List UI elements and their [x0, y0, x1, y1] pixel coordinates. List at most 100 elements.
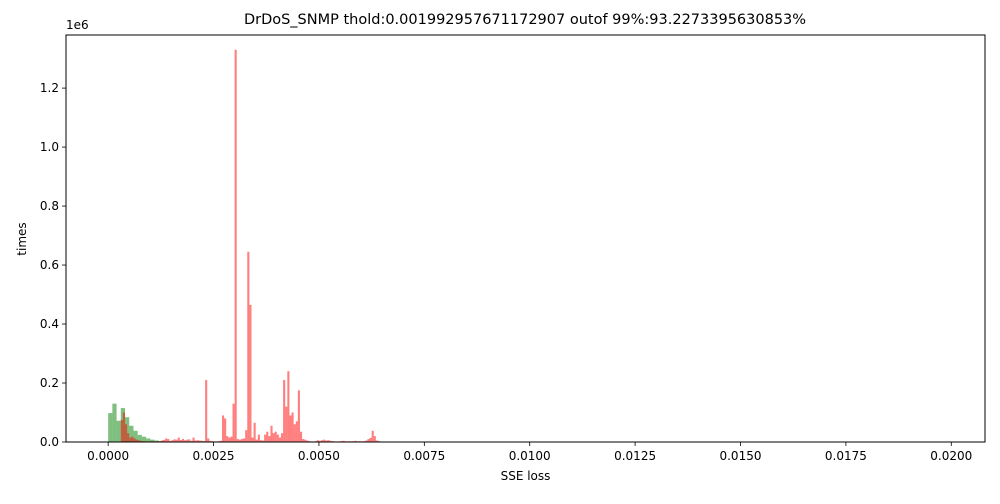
- histogram-bar-red: [169, 440, 172, 442]
- histogram-bar-red: [255, 439, 258, 442]
- histogram-bar-red: [120, 419, 123, 442]
- histogram-bar-red: [295, 421, 298, 442]
- histogram-bar-red: [302, 439, 305, 442]
- histogram-bar-red: [245, 430, 248, 442]
- histogram-bar-red: [165, 438, 168, 442]
- histogram-bar-red: [186, 439, 189, 442]
- histogram-bar-red: [125, 424, 128, 442]
- histogram-bar-red: [179, 439, 182, 442]
- histogram-bar-red: [200, 440, 204, 442]
- histogram-bar-red: [297, 390, 300, 442]
- histogram-bar-red: [127, 433, 130, 442]
- histogram-bar-red: [198, 440, 201, 442]
- histogram-bar-red: [219, 440, 222, 442]
- histogram-bar-red: [281, 433, 284, 442]
- x-tick-label: 0.0050: [298, 449, 340, 463]
- histogram-bar-red: [190, 440, 193, 442]
- histogram-bar-red: [251, 437, 254, 442]
- histogram-bar-red: [131, 436, 134, 442]
- histogram-bar-red: [367, 439, 370, 442]
- x-tick-label: 0.0150: [719, 449, 761, 463]
- histogram-bar-red: [274, 431, 277, 442]
- x-tick-label: 0.0100: [509, 449, 551, 463]
- histogram-bar-green: [146, 438, 151, 442]
- histogram-bar-red: [373, 436, 376, 442]
- histogram-bar-red: [289, 415, 292, 442]
- histogram-bar-red: [375, 440, 378, 442]
- histogram-bar-red: [234, 49, 237, 442]
- histogram-bar-red: [232, 403, 235, 442]
- x-axis-ticks: 0.0000 0.0025 0.0050 0.0075 0.0100 0.0125 0.01…: [87, 442, 972, 463]
- histogram-bar-red: [257, 434, 260, 442]
- histogram-bar-red: [160, 440, 163, 442]
- histogram-bar-red: [327, 440, 330, 442]
- histogram-bar-red: [196, 440, 199, 442]
- histogram-bar-red: [318, 440, 322, 442]
- histogram-bar-red: [171, 440, 174, 442]
- histogram-bar-red: [137, 440, 140, 442]
- histogram-bar-red: [228, 437, 231, 442]
- histogram-bar-red: [285, 406, 288, 442]
- histogram-bar-red: [192, 437, 195, 442]
- x-axis-label: SSE loss: [500, 469, 551, 483]
- histogram-bar-red: [184, 440, 187, 442]
- histogram-bar-green: [150, 439, 155, 442]
- histogram-bar-green: [133, 430, 138, 442]
- histogram-bar-red: [293, 424, 296, 442]
- y-tick-label: 1.2: [40, 81, 59, 95]
- chart-title: DrDoS_SNMP thold:0.001992957671172907 ou…: [243, 12, 807, 28]
- histogram-bar-green: [141, 436, 147, 442]
- histogram-bar-red: [209, 440, 212, 442]
- x-tick-label: 0.0000: [87, 449, 129, 463]
- histogram-bar-red: [194, 440, 197, 442]
- histogram-bar-red: [207, 438, 210, 442]
- histogram-bar-red: [304, 439, 307, 442]
- bars-layer: [108, 49, 381, 442]
- histogram-bar-red: [306, 440, 309, 442]
- histogram-bar-red: [272, 433, 275, 442]
- plot-frame: [65, 34, 986, 443]
- histogram-bar-red: [230, 436, 233, 442]
- x-tick-label: 0.0175: [825, 449, 867, 463]
- histogram-bar-red: [181, 439, 185, 442]
- histogram-bar-red: [270, 425, 273, 442]
- histogram-bar-red: [133, 438, 136, 442]
- histogram-bar-red: [226, 436, 229, 442]
- histogram-bar-green: [112, 403, 117, 442]
- histogram-bar-red: [291, 412, 294, 442]
- y-axis-label: times: [15, 222, 29, 256]
- histogram-bar-red: [173, 439, 176, 442]
- histogram-bar-red: [129, 437, 132, 442]
- histogram-bar-red: [369, 437, 372, 442]
- histogram-bar-red: [354, 440, 357, 442]
- y-tick-label: 0.8: [40, 199, 59, 213]
- histogram-bar-red: [243, 438, 246, 442]
- x-tick-label: 0.0075: [403, 449, 445, 463]
- histogram-bar-red: [188, 439, 191, 442]
- histogram-bar-red: [177, 437, 180, 442]
- histogram-bar-red: [167, 439, 170, 442]
- histogram-bar-red: [287, 371, 290, 442]
- histogram-bar-red: [299, 431, 303, 442]
- histogram-bar-red: [253, 422, 256, 442]
- histogram-bar-red: [329, 440, 332, 442]
- histogram-bar-red: [238, 439, 241, 442]
- histogram-bar-red: [205, 380, 208, 442]
- histogram-bar-red: [259, 440, 263, 442]
- histogram-bar-red: [321, 440, 324, 442]
- histogram-bar-red: [283, 380, 286, 442]
- histogram-bar-red: [262, 440, 265, 442]
- histogram-bar-red: [323, 439, 326, 442]
- histogram-bar-red: [221, 415, 225, 442]
- plot-background: [66, 35, 985, 442]
- y-tick-label: 0.0: [40, 435, 59, 449]
- histogram-bar-red: [278, 437, 281, 442]
- y-offset-text: 1e6: [66, 18, 89, 32]
- histogram-bar-red: [264, 434, 267, 442]
- histogram-bar-green: [129, 425, 134, 442]
- histogram-bar-red: [365, 440, 368, 442]
- histogram-bar-red: [325, 440, 328, 442]
- histogram-bar-red: [135, 439, 138, 442]
